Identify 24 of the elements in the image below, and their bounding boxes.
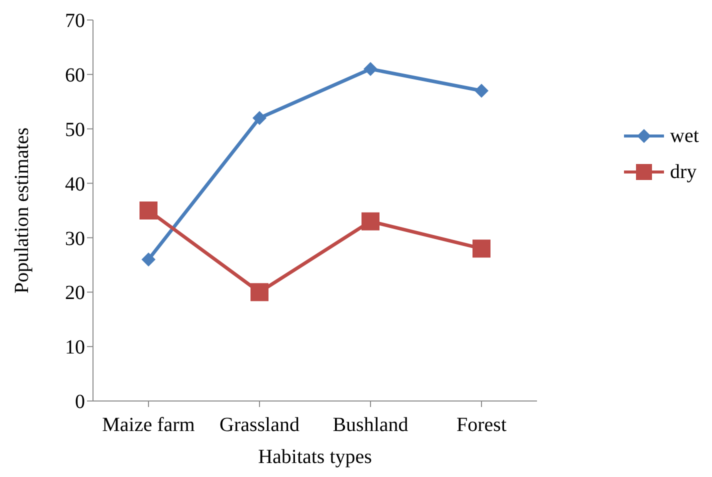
y-tick-label: 60: [65, 64, 85, 87]
point: [474, 84, 488, 98]
point: [250, 283, 268, 302]
x-tick-label: Maize farm: [102, 414, 196, 436]
point: [142, 252, 156, 266]
y-tick-label: 10: [65, 336, 85, 359]
y-axis-title: Population estimates: [11, 127, 34, 294]
point: [472, 240, 490, 258]
x-tick-label: Forest: [456, 414, 507, 436]
y-tick-label: 40: [65, 173, 85, 196]
x-axis-title: Habitats types: [258, 446, 372, 468]
point: [364, 62, 378, 76]
point: [362, 212, 380, 230]
y-tick-label: 50: [65, 118, 85, 141]
y-tick-label: 30: [65, 228, 85, 250]
x-tick-label: Bushland: [332, 414, 408, 436]
y-tick-label: 20: [65, 282, 85, 304]
x-tick-label: Grassland: [220, 414, 300, 436]
legend-label: wet: [670, 124, 699, 148]
point: [252, 110, 266, 125]
y-tick-label: 70: [65, 10, 85, 32]
point: [140, 202, 158, 220]
y-tick-label: 0: [75, 391, 85, 414]
legend-label: dry: [670, 160, 697, 184]
